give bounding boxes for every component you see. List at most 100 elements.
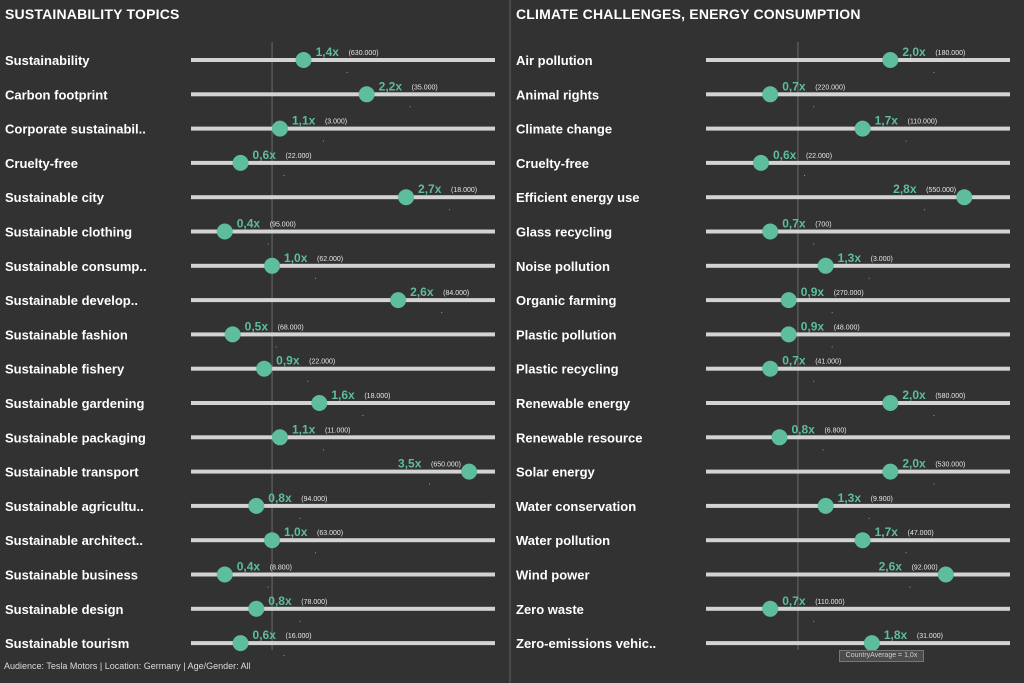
index-value-label: 1,6x bbox=[331, 388, 355, 402]
topic-label: Animal rights bbox=[516, 87, 599, 102]
search-volume-label: (95.000) bbox=[270, 222, 296, 229]
tick-mark bbox=[449, 209, 451, 211]
search-volume-label: (68.000) bbox=[278, 324, 304, 331]
climate-energy-panel: CLIMATE CHALLENGES, ENERGY CONSUMPTION A… bbox=[511, 0, 1024, 683]
slider-track bbox=[191, 469, 495, 474]
tick-mark bbox=[813, 106, 815, 108]
index-value-label: 0,9x bbox=[801, 319, 825, 333]
index-dot bbox=[461, 463, 478, 480]
index-dot bbox=[232, 154, 249, 171]
topic-row: Cruelty-free 0,6x (22.000) bbox=[5, 148, 495, 176]
country-average-label: CountryAverage = 1,0x bbox=[839, 650, 924, 662]
topic-row: Sustainable fishery 0,9x (22.000) bbox=[5, 354, 495, 382]
topic-label: Sustainable architect.. bbox=[5, 533, 143, 548]
slider-track bbox=[191, 366, 495, 371]
index-value-label: 0,7x bbox=[782, 217, 806, 231]
index-value-label: 2,0x bbox=[902, 45, 926, 59]
index-value-label: 0,6x bbox=[253, 148, 277, 162]
sustainability-topics-chart: Sustainability 1,4x (630.000) Carbon footpr… bbox=[5, 42, 495, 657]
search-volume-label: (35.000) bbox=[412, 84, 438, 91]
tick-mark bbox=[362, 415, 364, 416]
tick-mark bbox=[299, 517, 301, 519]
index-value-label: 2,0x bbox=[902, 457, 926, 471]
slider-track bbox=[706, 263, 1010, 268]
index-value-label: 0,7x bbox=[782, 79, 806, 93]
index-dot bbox=[762, 600, 779, 617]
tick-mark bbox=[322, 140, 324, 142]
topic-label: Zero-emissions vehic.. bbox=[516, 636, 656, 651]
index-dot bbox=[771, 429, 788, 446]
search-volume-label: (630.000) bbox=[349, 50, 379, 57]
topic-label: Cruelty-free bbox=[516, 156, 589, 171]
tick-mark bbox=[441, 312, 443, 314]
tick-mark bbox=[868, 277, 870, 279]
search-volume-label: (3.000) bbox=[325, 119, 347, 126]
tick-mark bbox=[924, 209, 926, 211]
topic-row: Carbon footprint 2,2x (35.000) bbox=[5, 79, 495, 108]
topic-label: Sustainable fishery bbox=[5, 362, 125, 377]
index-value-label: 0,6x bbox=[773, 148, 797, 162]
index-value-label: 2,6x bbox=[410, 285, 434, 299]
topic-label: Renewable resource bbox=[516, 430, 642, 445]
topic-label: Wind power bbox=[516, 568, 590, 583]
search-volume-label: (700) bbox=[815, 222, 831, 229]
audience-footer: Audience: Tesla Motors | Location: Germa… bbox=[4, 661, 251, 671]
topic-row: Water conservation 1,3x (9.900) bbox=[516, 491, 1010, 519]
slider-track bbox=[191, 195, 495, 200]
topic-label: Air pollution bbox=[516, 53, 593, 68]
topic-row: Sustainable consump.. 1,0x (62.000) bbox=[5, 251, 495, 279]
tick-mark bbox=[813, 380, 815, 382]
index-dot bbox=[271, 429, 288, 446]
tick-mark bbox=[315, 277, 317, 279]
search-volume-label: (9.900) bbox=[871, 496, 893, 503]
slider-track bbox=[191, 298, 495, 303]
topic-label: Sustainable agricultu.. bbox=[5, 499, 144, 514]
topic-row: Sustainable clothing 0,4x (95.000) bbox=[5, 217, 495, 245]
search-volume-label: (180.000) bbox=[935, 50, 965, 57]
topic-row: Water pollution 1,7x (47.000) bbox=[516, 525, 1010, 554]
tick-mark bbox=[275, 346, 277, 348]
index-dot bbox=[398, 189, 415, 206]
topic-row: Air pollution 2,0x (180.000) bbox=[516, 45, 1010, 73]
slider-track bbox=[191, 641, 495, 646]
search-volume-label: (22.000) bbox=[309, 359, 335, 366]
panel-title: CLIMATE CHALLENGES, ENERGY CONSUMPTION bbox=[516, 6, 861, 22]
index-dot bbox=[854, 120, 871, 137]
index-dot bbox=[216, 223, 233, 240]
index-value-label: 2,8x bbox=[893, 182, 917, 196]
slider-track bbox=[706, 503, 1010, 508]
topic-label: Glass recycling bbox=[516, 225, 612, 240]
index-dot bbox=[854, 532, 871, 549]
search-volume-label: (47.000) bbox=[908, 530, 934, 537]
topic-label: Climate change bbox=[516, 122, 612, 137]
topic-label: Sustainable city bbox=[5, 190, 105, 205]
tick-mark bbox=[905, 140, 907, 142]
search-volume-label: (3.000) bbox=[871, 256, 893, 263]
index-value-label: 1,3x bbox=[838, 491, 862, 505]
tick-mark bbox=[831, 312, 833, 314]
topic-label: Carbon footprint bbox=[5, 87, 108, 102]
topic-row: Sustainable design 0,8x (78.000) bbox=[5, 594, 495, 622]
tick-mark bbox=[933, 415, 935, 416]
index-value-label: 1,0x bbox=[284, 525, 308, 539]
search-volume-label: (18.000) bbox=[451, 187, 477, 194]
slider-track bbox=[191, 229, 495, 234]
slider-track bbox=[706, 332, 1010, 337]
search-volume-label: (270.000) bbox=[834, 290, 864, 297]
slider-track bbox=[191, 435, 495, 440]
tick-mark bbox=[307, 380, 309, 382]
index-value-label: 1,3x bbox=[838, 251, 862, 265]
index-value-label: 3,5x bbox=[398, 457, 422, 471]
topic-row: Plastic recycling 0,7x (41.000) bbox=[516, 354, 1010, 382]
slider-track bbox=[706, 572, 1010, 577]
index-value-label: 1,1x bbox=[292, 114, 316, 128]
slider-track bbox=[191, 332, 495, 337]
topic-row: Renewable resource 0,8x (6.800) bbox=[516, 422, 1010, 451]
search-volume-label: (8.800) bbox=[270, 565, 292, 572]
topic-label: Cruelty-free bbox=[5, 156, 78, 171]
search-volume-label: (650.000) bbox=[431, 462, 461, 469]
tick-mark bbox=[409, 106, 411, 108]
tick-mark bbox=[267, 243, 269, 245]
slider-track bbox=[706, 160, 1010, 165]
search-volume-label: (220.000) bbox=[815, 84, 845, 91]
